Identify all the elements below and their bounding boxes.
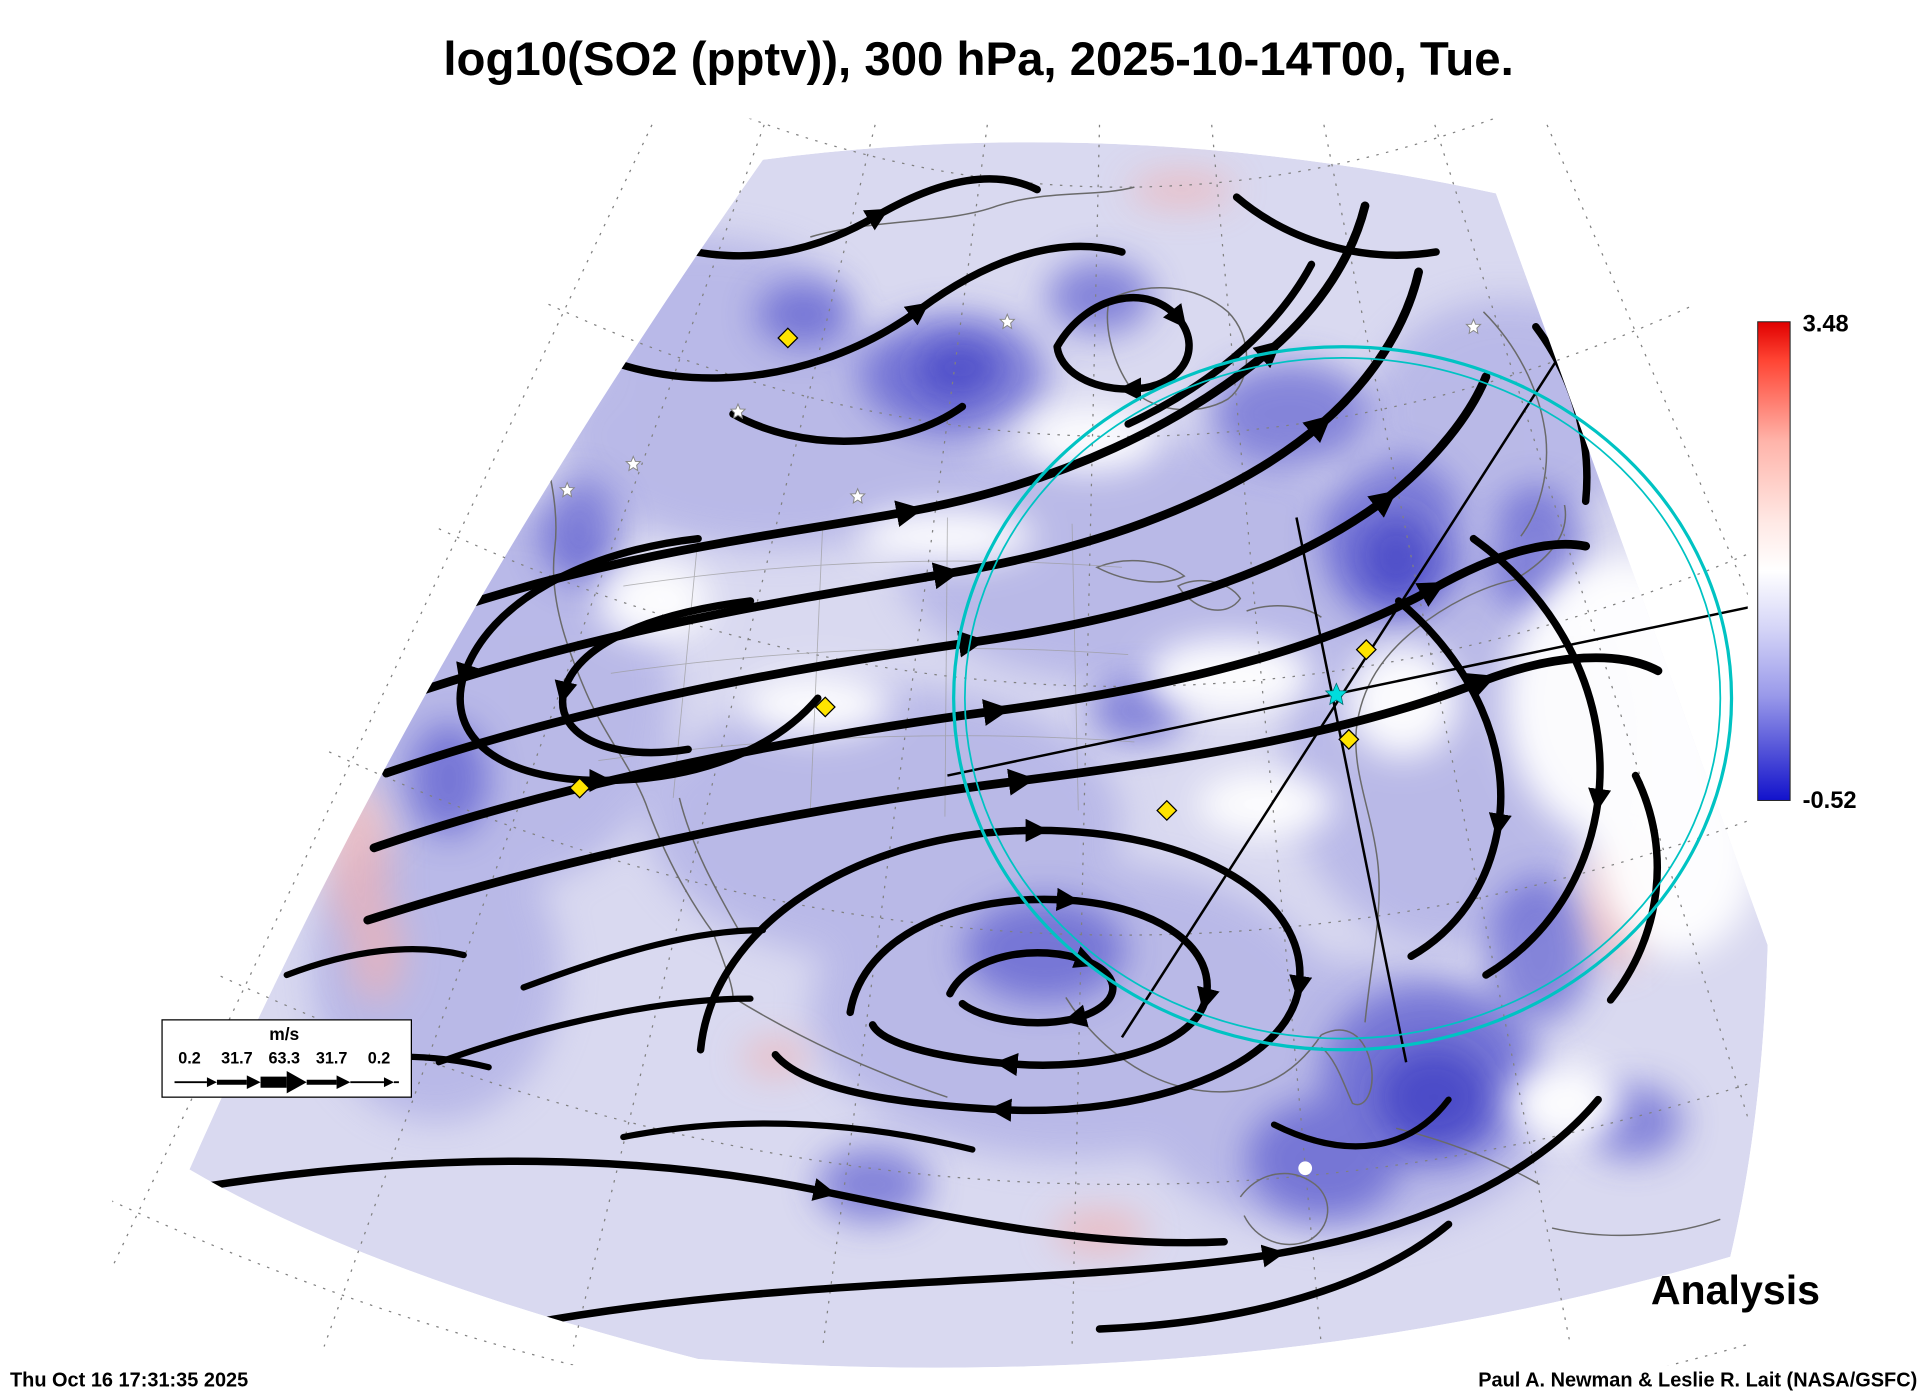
credit-label: Paul A. Newman & Leslie R. Lait (NASA/GS… (1478, 1369, 1917, 1391)
page-title: log10(SO2 (pptv)), 300 hPa, 2025-10-14T0… (443, 33, 1513, 86)
colorbar-max-label: 3.48 (1803, 312, 1849, 338)
so2-field-map (189, 142, 1768, 1368)
legend-units-label: m/s (269, 1024, 299, 1044)
legend-value-0: 0.2 (178, 1050, 201, 1068)
wind-speed-legend: m/s 0.2 31.7 63.3 31.7 0.2 (161, 1019, 413, 1098)
white-star-markers (558, 313, 1482, 504)
legend-arrow-glyph (174, 1070, 399, 1094)
yellow-diamond-markers (569, 327, 1377, 822)
colorbar-gradient (1757, 321, 1791, 801)
legend-value-3: 31.7 (316, 1050, 348, 1068)
legend-value-1: 31.7 (221, 1050, 253, 1068)
colorbar-min-label: -0.52 (1803, 788, 1857, 814)
legend-value-4: 0.2 (368, 1050, 391, 1068)
analysis-label: Analysis (1651, 1267, 1820, 1313)
center-star-marker (1324, 682, 1348, 706)
white-dot-marker (1298, 1161, 1313, 1176)
generated-timestamp: Thu Oct 16 17:31:35 2025 (10, 1369, 248, 1391)
range-circle (952, 345, 1734, 1052)
colorbar: 3.48 -0.52 (1757, 312, 1857, 814)
legend-value-2: 63.3 (268, 1050, 300, 1068)
